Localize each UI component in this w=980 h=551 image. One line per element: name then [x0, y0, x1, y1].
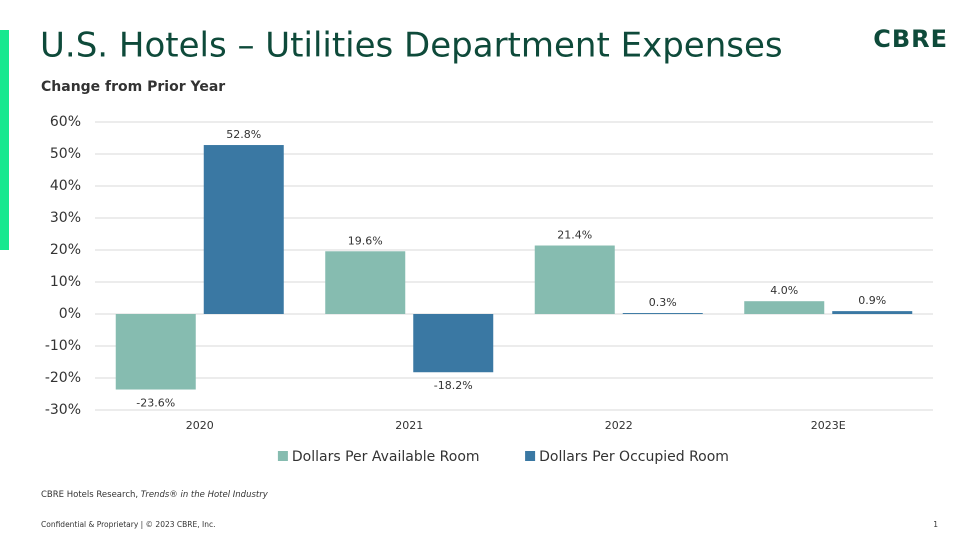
x-tick-label: 2022	[605, 419, 633, 432]
y-tick-label: 10%	[50, 274, 81, 290]
legend-label: Dollars Per Available Room	[292, 449, 480, 465]
accent-bar	[0, 30, 9, 250]
logo: CBRE	[873, 25, 948, 53]
bar	[744, 301, 825, 314]
page-number: 1	[933, 520, 938, 529]
legend-swatch	[525, 451, 536, 461]
y-tick-label: -20%	[45, 370, 81, 386]
source: CBRE Hotels Research, Trends® in the Hot…	[41, 490, 269, 500]
legend-swatch	[277, 451, 288, 461]
value-label: -23.6%	[136, 397, 175, 410]
bar	[413, 314, 494, 373]
value-label: 52.8%	[226, 128, 261, 141]
value-label: -18.2%	[434, 379, 473, 392]
y-tick-label: -10%	[45, 338, 81, 354]
value-label: 0.9%	[858, 294, 886, 307]
bar	[325, 251, 406, 314]
bar	[832, 311, 913, 314]
y-tick-label: 50%	[50, 146, 81, 162]
value-label: 21.4%	[557, 229, 592, 242]
legend-label: Dollars Per Occupied Room	[539, 449, 729, 465]
subtitle: Change from Prior Year	[41, 79, 225, 95]
x-tick-label: 2021	[395, 419, 423, 432]
x-tick-label: 2020	[186, 419, 214, 432]
y-tick-label: 40%	[50, 178, 81, 194]
bar	[622, 313, 703, 314]
bar	[534, 245, 615, 314]
y-tick-label: 0%	[59, 306, 81, 322]
footer: Confidential & Proprietary | © 2023 CBRE…	[41, 520, 215, 529]
source-prefix: CBRE Hotels Research,	[41, 490, 141, 500]
y-tick-label: 20%	[50, 242, 81, 258]
x-tick-label: 2023E	[811, 419, 846, 432]
y-tick-label: 60%	[50, 114, 81, 130]
bar	[203, 145, 284, 314]
title: U.S. Hotels – Utilities Department Expen…	[40, 26, 783, 66]
y-tick-label: -30%	[45, 402, 81, 418]
value-label: 4.0%	[770, 284, 798, 297]
value-label: 0.3%	[649, 296, 677, 309]
source-title: Trends® in the Hotel Industry	[141, 490, 269, 500]
bar	[115, 314, 196, 390]
value-label: 19.6%	[348, 234, 383, 247]
y-tick-label: 30%	[50, 210, 81, 226]
